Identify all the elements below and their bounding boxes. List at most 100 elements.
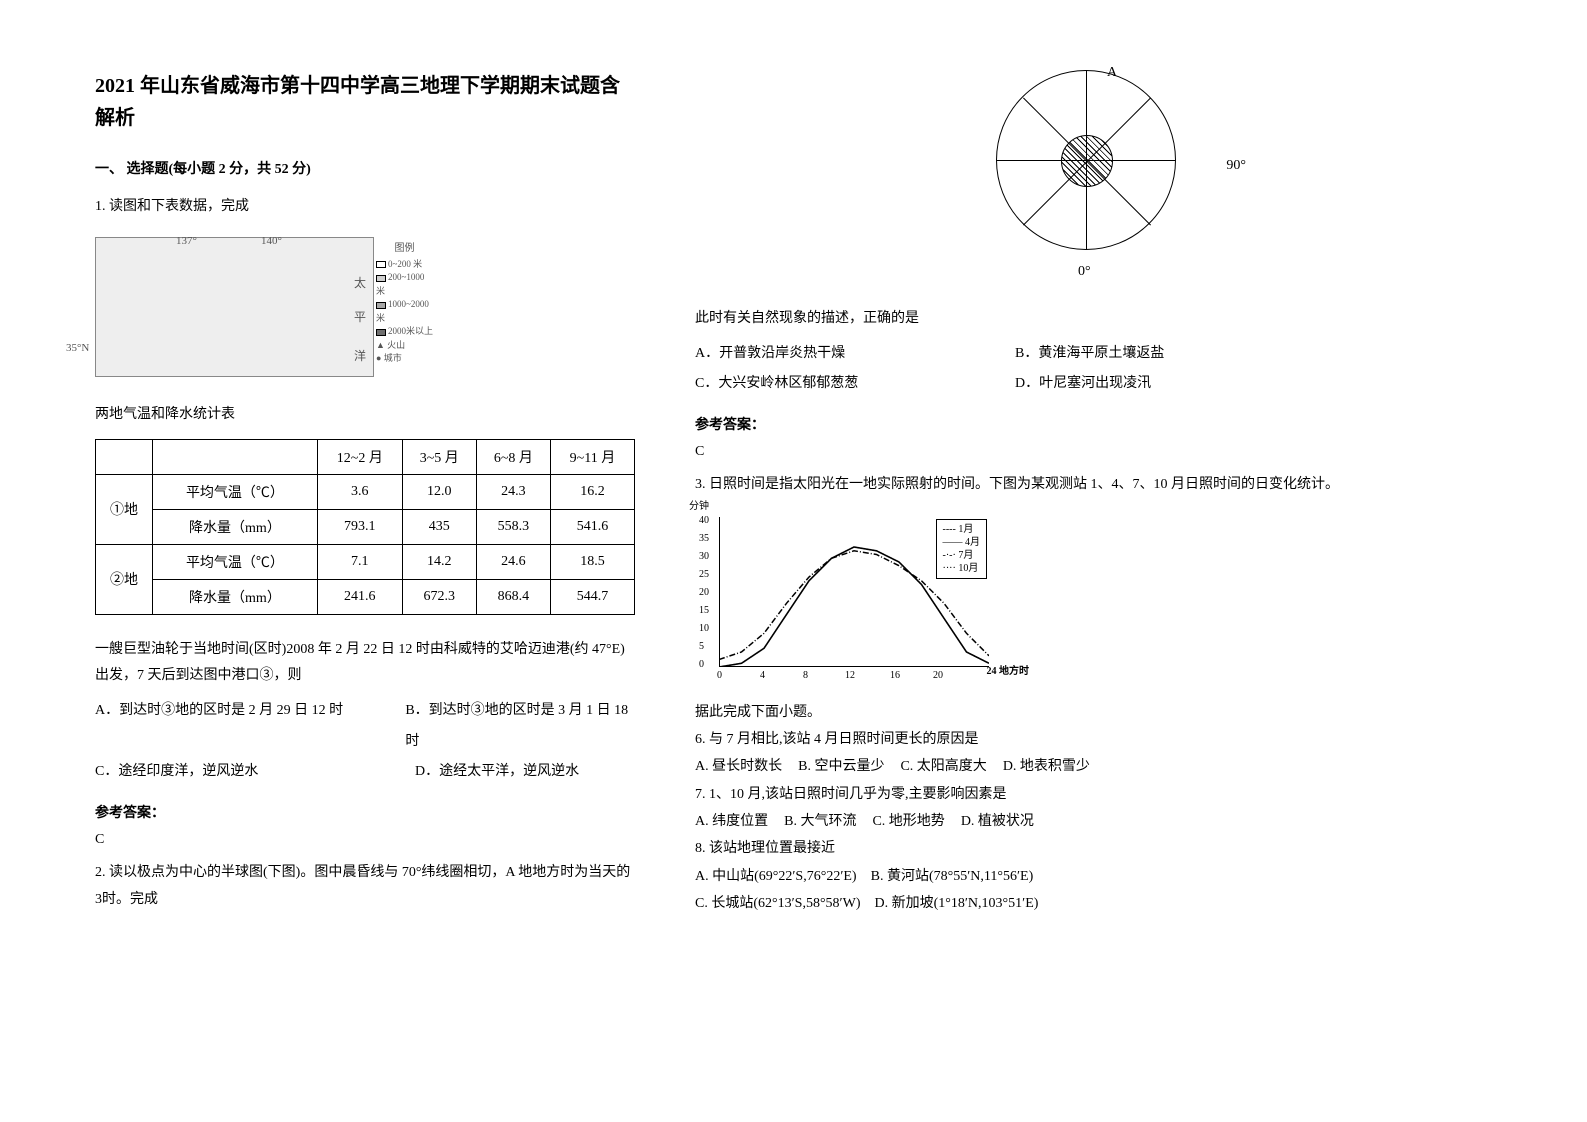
legend-item-3: 2000米以上 [376, 325, 433, 339]
table-cell: 544.7 [550, 579, 634, 614]
q2-sub-stem: 此时有关自然现象的描述，正确的是 [695, 306, 1507, 333]
globe-inner-circle [1061, 135, 1113, 187]
q1-answer: C [95, 832, 635, 848]
q3-opts7: A. 纬度位置 B. 大气环流 C. 地形地势 D. 植被状况 [695, 808, 1507, 835]
q1-option-c: C．途经印度洋，逆风逆水 [95, 757, 415, 788]
q1-option-a: A．到达时③地的区时是 2 月 29 日 12 时 [95, 696, 405, 758]
table-header [96, 439, 153, 474]
globe-circle: A [996, 70, 1176, 250]
q2-stem: 2. 读以极点为中心的半球图(下图)。图中晨昏线与 70°纬线圈相切，A 地地方… [95, 860, 635, 913]
legend-title: 图例 [376, 241, 433, 256]
table-cell: 24.3 [476, 474, 550, 509]
q3-sunshine-chart: 分钟 0 5 10 15 20 25 30 35 40 0 4 8 12 16 … [695, 513, 1015, 693]
globe-label-0: 0° [1078, 264, 1091, 280]
legend-swatch-1 [376, 275, 386, 282]
table-cell: 435 [402, 509, 476, 544]
legend-item-0: 0~200 米 [376, 258, 433, 272]
q3-6-c: C. 太阳高度大 [900, 759, 986, 774]
q3-7-a: A. 纬度位置 [695, 814, 768, 829]
legend-swatch-0 [376, 261, 386, 268]
q3-sub8: 8. 该站地理位置最接近 [695, 835, 1507, 862]
map-lat-35n: 35°N [66, 342, 89, 354]
q3-sub7: 7. 1、10 月,该站日照时间几乎为零,主要影响因素是 [695, 781, 1507, 808]
table-cell: 241.6 [317, 579, 402, 614]
series-jul [719, 551, 989, 660]
q2-option-d: D．叶尼塞河出现凌汛 [1015, 369, 1151, 400]
table-header: 6~8 月 [476, 439, 550, 474]
table-header [153, 439, 318, 474]
q3-7-d: D. 植被状况 [961, 814, 1034, 829]
q1-option-b: B．到达时③地的区时是 3 月 1 日 18时 [405, 696, 635, 758]
legend-item-4: ▲ 火山 [376, 339, 433, 353]
table-row: ②地 平均气温（℃） 7.1 14.2 24.6 18.5 [96, 544, 635, 579]
map-sea-label-3: 洋 [354, 347, 366, 364]
legend-item-5: ● 城市 [376, 352, 433, 366]
table-cell: 降水量（mm） [153, 579, 318, 614]
q3-stem: 3. 日照时间是指太阳光在一地实际照射的时间。下图为某观测站 1、4、7、10 … [695, 472, 1507, 499]
table-header: 12~2 月 [317, 439, 402, 474]
table-cell: 793.1 [317, 509, 402, 544]
q1-table-title: 两地气温和降水统计表 [95, 403, 635, 423]
q1-map-figure: 137° 140° 35°N 太 平 洋 图例 0~200 米 200~1000… [95, 237, 435, 377]
q3-8-c: C. 长城站(62°13′S,58°58′W) [695, 896, 860, 911]
chart-ylabel: 分钟 [689, 497, 709, 512]
map-lon-137: 137° [176, 235, 197, 247]
q2-globe-figure: A 90° 0° [956, 70, 1246, 280]
globe-label-90: 90° [1226, 158, 1246, 174]
q3-7-b: B. 大气环流 [784, 814, 856, 829]
legend-item-1: 200~1000 米 [376, 271, 433, 298]
q3-opts8: A. 中山站(69°22′S,76°22′E) B. 黄河站(78°55′N,1… [695, 863, 1507, 918]
q1-data-table: 12~2 月 3~5 月 6~8 月 9~11 月 ①地 平均气温（℃） 3.6… [95, 439, 635, 615]
map-lon-140: 140° [261, 235, 282, 247]
q3-8-b: B. 黄河站(78°55′N,11°56′E) [871, 869, 1034, 884]
q1-answer-label: 参考答案： [95, 802, 635, 822]
table-cell: 12.0 [402, 474, 476, 509]
q3-opts6: A. 昼长时数长B. 空中云量少C. 太阳高度大D. 地表积雪少 [695, 753, 1507, 780]
table-cell: 14.2 [402, 544, 476, 579]
table-cell: 868.4 [476, 579, 550, 614]
table-cell-place: ②地 [96, 544, 153, 614]
table-row: 降水量（mm） 793.1 435 558.3 541.6 [96, 509, 635, 544]
legend-swatch-3 [376, 329, 386, 336]
q1-option-d: D．途经太平洋，逆风逆水 [415, 757, 579, 788]
table-cell: 平均气温（℃） [153, 544, 318, 579]
chart-svg [719, 517, 989, 667]
globe-label-a: A [1107, 65, 1117, 81]
q3-8-a: A. 中山站(69°22′S,76°22′E) [695, 869, 857, 884]
table-cell: 541.6 [550, 509, 634, 544]
q2-option-c: C．大兴安岭林区郁郁葱葱 [695, 369, 1015, 400]
table-header-row: 12~2 月 3~5 月 6~8 月 9~11 月 [96, 439, 635, 474]
table-cell: 3.6 [317, 474, 402, 509]
table-row: 降水量（mm） 241.6 672.3 868.4 544.7 [96, 579, 635, 614]
q2-options: A．开普敦沿岸炎热干燥 B．黄淮海平原土壤返盐 C．大兴安岭林区郁郁葱葱 D．叶… [695, 339, 1507, 401]
q2-answer-label: 参考答案： [695, 414, 1507, 434]
right-column: A 90° 0° 此时有关自然现象的描述，正确的是 A．开普敦沿岸炎热干燥 B．… [695, 70, 1507, 1082]
legend-item-2: 1000~2000 米 [376, 298, 433, 325]
series-apr [719, 547, 989, 667]
q2-option-b: B．黄淮海平原土壤返盐 [1015, 339, 1164, 370]
q1-sub-stem: 一艘巨型油轮于当地时间(区时)2008 年 2 月 22 日 12 时由科威特的… [95, 637, 635, 690]
q3-6-d: D. 地表积雪少 [1003, 759, 1090, 774]
table-cell: 平均气温（℃） [153, 474, 318, 509]
q3-7-c: C. 地形地势 [872, 814, 944, 829]
q3-8-d: D. 新加坡(1°18′N,103°51′E) [874, 896, 1038, 911]
q3-after-chart: 据此完成下面小题。 [695, 699, 1507, 726]
section-title: 一、 选择题(每小题 2 分，共 52 分) [95, 158, 635, 178]
q3-6-a: A. 昼长时数长 [695, 759, 782, 774]
table-cell-place: ①地 [96, 474, 153, 544]
table-header: 3~5 月 [402, 439, 476, 474]
table-cell: 558.3 [476, 509, 550, 544]
table-header: 9~11 月 [550, 439, 634, 474]
page-title: 2021 年山东省威海市第十四中学高三地理下学期期末试题含解析 [95, 70, 635, 134]
chart-xlabel: 24 地方时 [987, 662, 1030, 677]
table-row: ①地 平均气温（℃） 3.6 12.0 24.3 16.2 [96, 474, 635, 509]
q2-answer: C [695, 444, 1507, 460]
q1-options: A．到达时③地的区时是 2 月 29 日 12 时 B．到达时③地的区时是 3 … [95, 696, 635, 788]
legend-swatch-2 [376, 302, 386, 309]
q3-sub6: 6. 与 7 月相比,该站 4 月日照时间更长的原因是 [695, 726, 1507, 753]
table-cell: 672.3 [402, 579, 476, 614]
table-cell: 7.1 [317, 544, 402, 579]
map-sea-label-2: 平 [354, 308, 366, 325]
map-legend: 图例 0~200 米 200~1000 米 1000~2000 米 2000米以… [373, 237, 435, 377]
table-cell: 18.5 [550, 544, 634, 579]
